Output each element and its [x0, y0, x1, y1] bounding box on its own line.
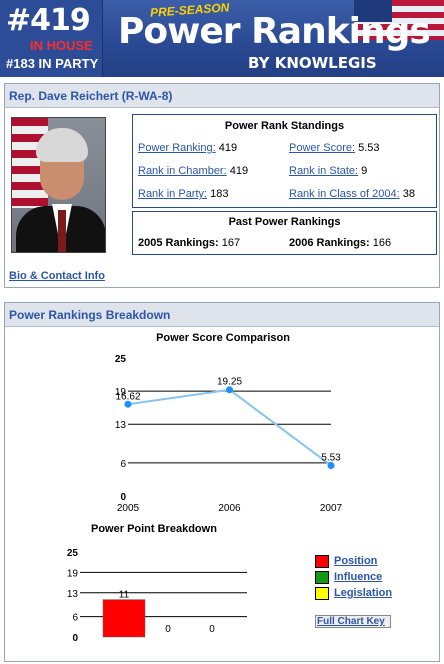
- position-swatch: [315, 555, 329, 568]
- power-point-bar-chart: 25 19 13 6 0 11 0 0: [67, 548, 247, 644]
- y-tick-label: 25: [115, 354, 127, 365]
- standing-rank-chamber: Rank in Chamber: 419: [138, 165, 248, 177]
- past-ranking-2005-value: 167: [221, 237, 241, 249]
- past-rankings-title: Past Power Rankings: [228, 216, 341, 228]
- standing-rank-state: Rank in State: 9: [289, 165, 367, 177]
- past-ranking-2006-value: 166: [372, 237, 392, 249]
- data-label: 0: [209, 624, 215, 635]
- rank-in-party-value: 183: [210, 188, 229, 200]
- legend-position-link[interactable]: Position: [334, 555, 378, 567]
- rank-in-state-link[interactable]: Rank in State:: [289, 165, 359, 177]
- power-score-value: 5.53: [358, 142, 380, 154]
- power-ranking-link[interactable]: Power Ranking:: [138, 142, 216, 154]
- flag-stars-decoration: [354, 0, 392, 22]
- data-point: [327, 461, 335, 469]
- data-point: [226, 386, 233, 394]
- house-rank-scope: IN HOUSE: [30, 38, 93, 53]
- party-rank: #183 IN PARTY: [6, 56, 99, 71]
- data-label: 5.53: [321, 452, 341, 463]
- data-label: 19.25: [217, 377, 242, 388]
- x-tick-label: 2006: [218, 503, 241, 514]
- banner-subtitle: BY KNOWLEGIS: [248, 54, 377, 72]
- past-ranking-2006: 2006 Rankings: 166: [289, 237, 391, 249]
- legend-legislation-link[interactable]: Legislation: [334, 587, 393, 599]
- power-score-chart-title: Power Score Comparison: [156, 332, 290, 344]
- power-ranking-value: 419: [218, 142, 238, 154]
- y-tick-label: 13: [115, 420, 127, 431]
- rank-in-party-link[interactable]: Rank in Party:: [138, 188, 208, 200]
- x-tick-label: 2005: [117, 503, 140, 514]
- data-label: 16.62: [115, 391, 140, 402]
- data-label: 0: [165, 624, 171, 635]
- y-tick-label: 19: [115, 387, 127, 398]
- y-tick-label: 0: [120, 492, 126, 503]
- past-ranking-2006-label: 2006 Rankings:: [289, 237, 370, 249]
- standing-power-ranking: Power Ranking: 419: [138, 142, 237, 154]
- power-rankings-banner: #419 IN HOUSE #183 IN PARTY PRE-SEASON P…: [0, 0, 444, 77]
- y-tick-label: 6: [120, 459, 126, 470]
- x-tick-label: 2007: [320, 503, 343, 514]
- rank-in-chamber-link[interactable]: Rank in Chamber:: [138, 165, 227, 177]
- breakdown-panel: Power Rankings Breakdown Power Score Com…: [4, 302, 440, 662]
- rank-in-chamber-value: 419: [229, 165, 249, 177]
- legislation-swatch: [315, 587, 329, 600]
- house-rank-box: #419 IN HOUSE #183 IN PARTY: [0, 0, 103, 77]
- profile-heading: Rep. Dave Reichert (R-WA-8): [5, 84, 439, 108]
- breakdown-heading: Power Rankings Breakdown: [5, 303, 439, 327]
- bio-contact-link[interactable]: Bio & Contact Info: [9, 270, 105, 282]
- standing-rank-party: Rank in Party: 183: [138, 188, 229, 200]
- legend-influence-link[interactable]: Influence: [334, 571, 383, 583]
- y-tick-label: 19: [67, 568, 79, 579]
- house-rank-number: #419: [6, 3, 91, 38]
- past-power-rankings-box: Past Power Rankings 2005 Rankings: 167 2…: [132, 211, 437, 255]
- data-point: [124, 400, 132, 408]
- representative-photo: [11, 117, 106, 253]
- rank-in-class-value: 38: [402, 188, 415, 200]
- bar: [102, 599, 146, 638]
- y-tick-label: 6: [72, 613, 78, 624]
- standings-title: Power Rank Standings: [224, 120, 345, 132]
- y-tick-label: 13: [67, 589, 79, 600]
- past-ranking-2005-label: 2005 Rankings:: [138, 237, 219, 249]
- series-line: [127, 388, 332, 467]
- power-score-link[interactable]: Power Score:: [289, 142, 356, 154]
- data-label: 11: [119, 590, 130, 601]
- full-chart-key-button[interactable]: Full Chart Key: [315, 615, 391, 628]
- standing-rank-class: Rank in Class of 2004: 38: [289, 188, 415, 200]
- profile-panel: Rep. Dave Reichert (R-WA-8) Bio & Contac…: [4, 83, 440, 288]
- power-point-chart-title: Power Point Breakdown: [91, 523, 217, 535]
- y-tick-label: 25: [67, 548, 79, 559]
- rank-in-class-link[interactable]: Rank in Class of 2004:: [289, 188, 400, 200]
- past-ranking-2005: 2005 Rankings: 167: [138, 237, 240, 249]
- banner-title: Power Rankings: [118, 11, 431, 52]
- y-tick-label: 0: [72, 633, 78, 644]
- power-rank-standings-box: Power Rank Standings Power Ranking: 419 …: [132, 114, 437, 208]
- standing-power-score: Power Score: 5.53: [289, 142, 380, 154]
- influence-swatch: [315, 571, 329, 584]
- rank-in-state-value: 9: [361, 165, 368, 177]
